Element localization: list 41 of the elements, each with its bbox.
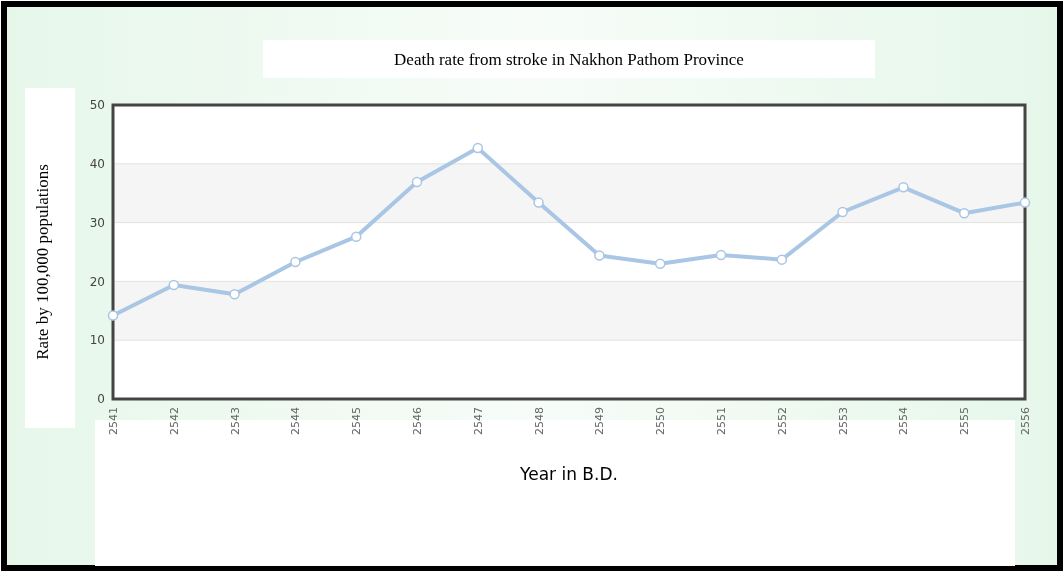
x-tick-label: 2544 <box>289 407 303 435</box>
x-tick-label: 2551 <box>715 407 728 435</box>
y-tick-label: 40 <box>89 157 105 171</box>
x-tick-label: 2549 <box>593 407 607 435</box>
x-tick-label: 2555 <box>958 407 972 435</box>
chart-title: Death rate from stroke in Nakhon Pathom Province <box>394 50 744 69</box>
x-tick-label: 2542 <box>167 407 181 435</box>
y-tick-label: 30 <box>89 215 105 230</box>
x-tick-label: 2543 <box>228 407 242 435</box>
point <box>107 310 119 321</box>
point <box>229 289 240 300</box>
x-tick-label: 2552 <box>775 407 789 435</box>
point <box>898 182 909 193</box>
point <box>168 279 180 291</box>
x-tick-label: 2553 <box>836 407 850 435</box>
y-tick-label: 0 <box>97 392 105 407</box>
point <box>958 207 970 219</box>
point <box>290 256 301 268</box>
point <box>776 254 788 265</box>
point <box>533 197 544 208</box>
x-tick-label: 2541 <box>107 407 120 435</box>
point <box>837 206 848 218</box>
x-tick-label: 2548 <box>532 407 546 435</box>
point <box>715 249 727 261</box>
x-tick-label: 2550 <box>654 407 668 435</box>
point <box>472 142 484 154</box>
x-tick-label: 2546 <box>411 407 424 435</box>
point <box>411 176 423 188</box>
x-tick-label: 2545 <box>350 407 364 435</box>
x-tick-label: 2547 <box>471 407 485 435</box>
y-tick-label: 10 <box>89 333 105 348</box>
x-tick-label: 2556 <box>1019 407 1032 435</box>
point <box>594 250 605 261</box>
point <box>654 258 666 270</box>
y-tick-label: 20 <box>89 274 105 289</box>
point <box>350 231 362 242</box>
point <box>1019 197 1031 208</box>
y-axis-title: Rate by 100,000 populations <box>33 164 52 360</box>
x-axis-title: Year in B.D. <box>519 464 618 484</box>
x-tick-label: 2554 <box>897 407 911 435</box>
y-tick-label: 50 <box>89 98 105 113</box>
